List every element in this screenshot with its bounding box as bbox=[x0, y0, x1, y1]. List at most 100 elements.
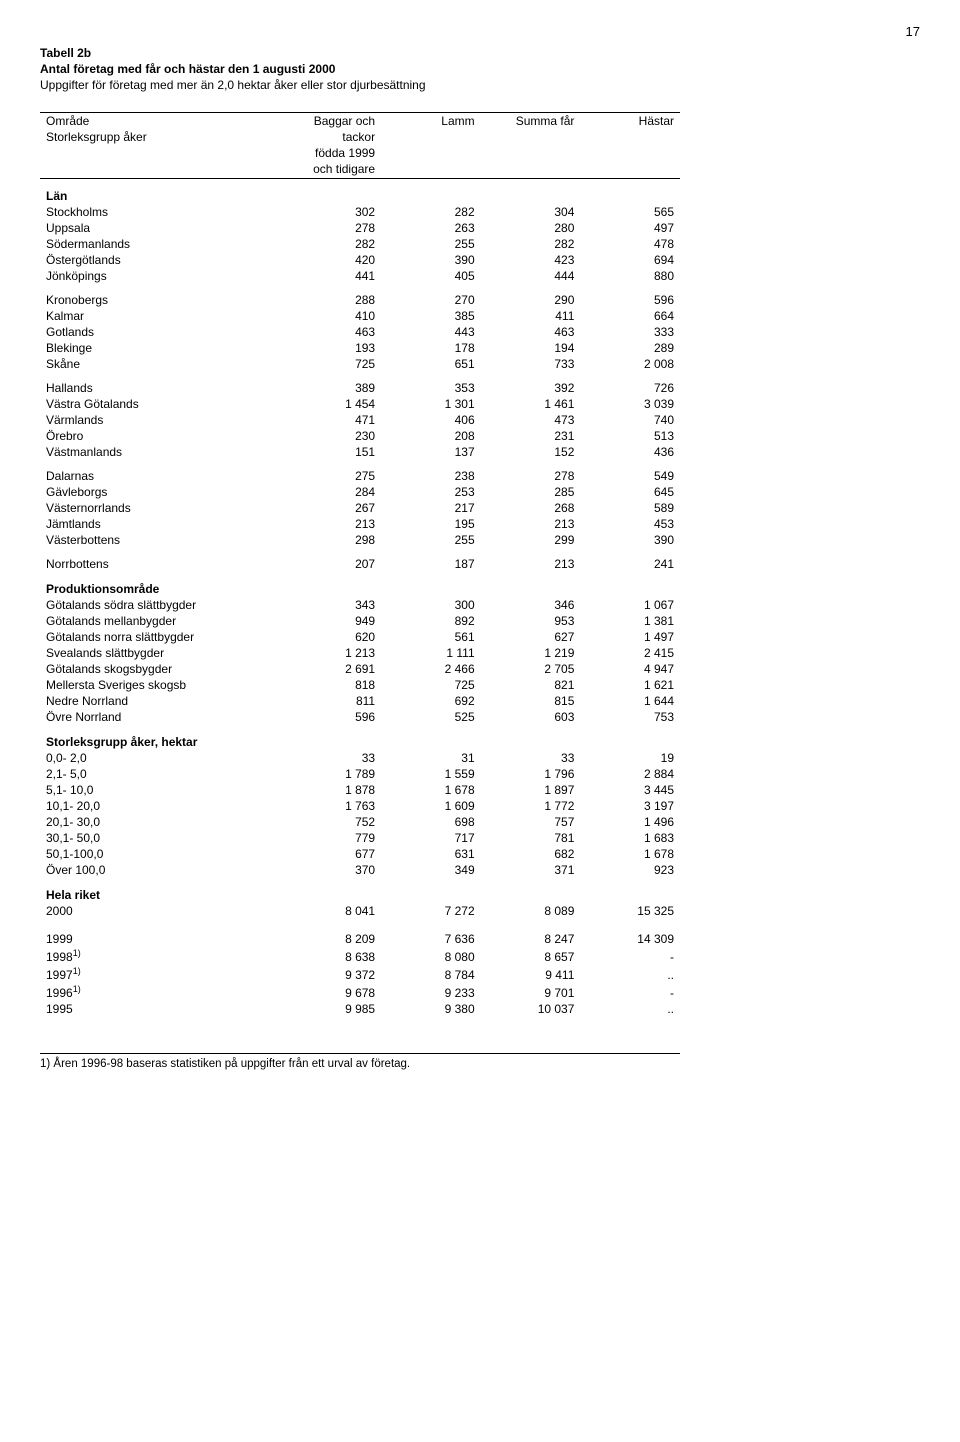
cell-value: 423 bbox=[481, 252, 581, 268]
cell-value: 285 bbox=[481, 484, 581, 500]
cell-value: 549 bbox=[580, 468, 680, 484]
row-label: Stockholms bbox=[40, 204, 281, 220]
cell-value: 217 bbox=[381, 500, 481, 516]
cell-value: - bbox=[580, 983, 680, 1001]
cell-value: 9 372 bbox=[281, 965, 381, 983]
table-row: Uppsala278263280497 bbox=[40, 220, 680, 236]
cell-value: 815 bbox=[481, 693, 581, 709]
cell-value: 405 bbox=[381, 268, 481, 284]
row-label: Dalarnas bbox=[40, 468, 281, 484]
cell-value: 603 bbox=[481, 709, 581, 725]
cell-value: 620 bbox=[281, 629, 381, 645]
cell-value: 1 497 bbox=[580, 629, 680, 645]
cell-value: 1 461 bbox=[481, 396, 581, 412]
cell-value: 289 bbox=[580, 340, 680, 356]
cell-value: 497 bbox=[580, 220, 680, 236]
cell-value: 8 089 bbox=[481, 903, 581, 919]
cell-value: 390 bbox=[580, 532, 680, 548]
cell-value: 7 636 bbox=[381, 931, 481, 947]
spacer-row bbox=[40, 460, 680, 468]
cell-value: 3 039 bbox=[580, 396, 680, 412]
cell-value: 231 bbox=[481, 428, 581, 444]
table-row: Västmanlands151137152436 bbox=[40, 444, 680, 460]
cell-value: 463 bbox=[481, 324, 581, 340]
col-header-hastar: Hästar bbox=[580, 112, 680, 129]
cell-value: 238 bbox=[381, 468, 481, 484]
cell-value: 1 796 bbox=[481, 766, 581, 782]
cell-value: 7 272 bbox=[381, 903, 481, 919]
cell-value: 8 784 bbox=[381, 965, 481, 983]
cell-value: 304 bbox=[481, 204, 581, 220]
cell-value: 8 247 bbox=[481, 931, 581, 947]
cell-value: 463 bbox=[281, 324, 381, 340]
cell-value: 152 bbox=[481, 444, 581, 460]
cell-value: 298 bbox=[281, 532, 381, 548]
row-label: Svealands slättbygder bbox=[40, 645, 281, 661]
section-label: Hela riket bbox=[40, 878, 680, 903]
cell-value: 2 884 bbox=[580, 766, 680, 782]
cell-value: 1 496 bbox=[580, 814, 680, 830]
spacer-row bbox=[40, 1017, 680, 1029]
cell-value: 282 bbox=[381, 204, 481, 220]
col-header-summa: Summa får bbox=[481, 112, 581, 129]
spacer-row bbox=[40, 919, 680, 931]
cell-value: 1 067 bbox=[580, 597, 680, 613]
cell-value: 278 bbox=[481, 468, 581, 484]
cell-value: 349 bbox=[381, 862, 481, 878]
col-header-region: Område bbox=[40, 112, 281, 129]
row-label: 1999 bbox=[40, 931, 281, 947]
row-label: Västerbottens bbox=[40, 532, 281, 548]
cell-value: 821 bbox=[481, 677, 581, 693]
spacer-row bbox=[40, 372, 680, 380]
row-label: Götalands mellanbygder bbox=[40, 613, 281, 629]
footnote: 1) Åren 1996-98 baseras statistiken på u… bbox=[40, 1053, 680, 1070]
table-row: Västra Götalands1 4541 3011 4613 039 bbox=[40, 396, 680, 412]
table-row: Norrbottens207187213241 bbox=[40, 556, 680, 572]
cell-value: 1 678 bbox=[580, 846, 680, 862]
cell-value: 15 325 bbox=[580, 903, 680, 919]
cell-value: 371 bbox=[481, 862, 581, 878]
row-label: 19961) bbox=[40, 983, 281, 1001]
cell-value: 151 bbox=[281, 444, 381, 460]
cell-value: 443 bbox=[381, 324, 481, 340]
row-label: 30,1- 50,0 bbox=[40, 830, 281, 846]
row-label: Örebro bbox=[40, 428, 281, 444]
page-number: 17 bbox=[40, 24, 920, 39]
header-row: Område Baggar och Lamm Summa får Hästar bbox=[40, 112, 680, 129]
table-row: 10,1- 20,01 7631 6091 7723 197 bbox=[40, 798, 680, 814]
table-row: 30,1- 50,07797177811 683 bbox=[40, 830, 680, 846]
cell-value: 2 705 bbox=[481, 661, 581, 677]
row-label: Hallands bbox=[40, 380, 281, 396]
table-row: 20,1- 30,07526987571 496 bbox=[40, 814, 680, 830]
cell-value: 596 bbox=[281, 709, 381, 725]
row-label: Götalands södra slättbygder bbox=[40, 597, 281, 613]
cell-value: 241 bbox=[580, 556, 680, 572]
table-row: Värmlands471406473740 bbox=[40, 412, 680, 428]
cell-value: 453 bbox=[580, 516, 680, 532]
row-label: 2000 bbox=[40, 903, 281, 919]
cell-value: 3 197 bbox=[580, 798, 680, 814]
row-label: Uppsala bbox=[40, 220, 281, 236]
cell-value: 8 080 bbox=[381, 947, 481, 965]
row-label: 50,1-100,0 bbox=[40, 846, 281, 862]
cell-value: 207 bbox=[281, 556, 381, 572]
cell-value: 757 bbox=[481, 814, 581, 830]
table-row: 20008 0417 2728 08915 325 bbox=[40, 903, 680, 919]
table-row: Jönköpings441405444880 bbox=[40, 268, 680, 284]
table-row: 19998 2097 6368 24714 309 bbox=[40, 931, 680, 947]
table-row: Götalands södra slättbygder3433003461 06… bbox=[40, 597, 680, 613]
row-label: Övre Norrland bbox=[40, 709, 281, 725]
row-label: 0,0- 2,0 bbox=[40, 750, 281, 766]
cell-value: 255 bbox=[381, 236, 481, 252]
cell-value: 645 bbox=[580, 484, 680, 500]
table-row: 0,0- 2,033313319 bbox=[40, 750, 680, 766]
section-header: Produktionsområde bbox=[40, 572, 680, 597]
cell-value: 263 bbox=[381, 220, 481, 236]
cell-value: 137 bbox=[381, 444, 481, 460]
row-label: Gävleborgs bbox=[40, 484, 281, 500]
cell-value: 390 bbox=[381, 252, 481, 268]
cell-value: 818 bbox=[281, 677, 381, 693]
cell-value: 682 bbox=[481, 846, 581, 862]
header-row-3: födda 1999 bbox=[40, 145, 680, 161]
cell-value: 178 bbox=[381, 340, 481, 356]
